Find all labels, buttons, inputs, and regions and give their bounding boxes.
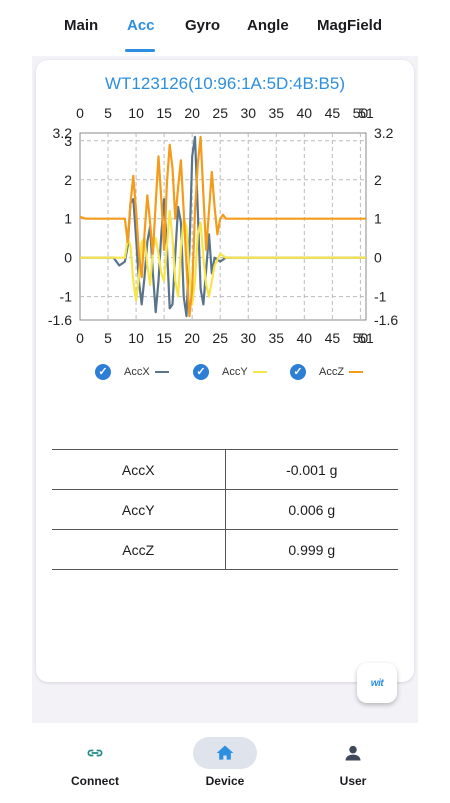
legend-item-accz[interactable]: ✓ AccZ [290,364,364,380]
home-icon [216,745,234,760]
legend-swatch [349,371,364,373]
x-tick-label-top: 40 [297,105,313,121]
y-tick-label-left: 0 [64,250,72,266]
nav-user[interactable]: User [293,723,413,803]
x-tick-label-bottom: 35 [268,330,284,346]
wit-logo-button[interactable]: wit [357,663,397,703]
reading-name: AccX [52,449,226,490]
table-row: AccZ 0.999 g [52,529,398,570]
x-tick-label-top: 50 [353,105,369,121]
y-tick-label-right: 2 [374,172,382,188]
legend-item-accy[interactable]: ✓ AccY [193,364,267,380]
x-tick-label-bottom: 30 [240,330,256,346]
table-row: AccY 0.006 g [52,489,398,530]
tab-angle[interactable]: Angle [247,17,289,34]
checked-icon: ✓ [95,364,111,380]
x-tick-label-top: 5 [104,105,112,121]
x-tick-label-bottom: 20 [184,330,200,346]
y-tick-label-right: -1 [374,289,387,305]
y-tick-label-left: 2 [64,172,72,188]
acc-chart: 0055101015152020252530303535404045455050… [48,105,398,346]
table-row: AccX -0.001 g [52,449,398,490]
nav-label: Connect [71,774,119,788]
reading-value: -0.001 g [225,449,398,490]
reading-name: AccZ [52,529,226,570]
tab-acc[interactable]: Acc [127,17,155,34]
y-tick-label-left: -1 [60,289,73,305]
legend-label: AccZ [319,366,345,378]
legend-swatch [252,371,267,373]
plot-frame [79,132,367,321]
legend-item-accx[interactable]: ✓ AccX [95,364,169,380]
y-tick-label-right: 1 [374,211,382,227]
legend-swatch [154,371,169,373]
series-line-accx [80,135,366,318]
x-tick-label-bottom: 50 [353,330,369,346]
checked-icon: ✓ [290,364,306,380]
nav-label: Device [205,774,245,788]
readings-table: AccX -0.001 g AccY 0.006 g AccZ 0.999 g [52,449,398,570]
y-tick-label-left: 3.2 [53,125,73,141]
active-tab-indicator [125,49,155,52]
link-icon [87,749,103,757]
wit-logo-icon: wit [370,677,384,689]
reading-name: AccY [52,489,226,530]
series-line-accz [79,135,366,318]
nav-device[interactable]: Device [165,723,285,803]
x-tick-label-bottom: 40 [297,330,313,346]
x-tick-label-top: 0 [76,105,84,121]
x-tick-label-bottom: 51 [358,330,374,346]
nav-connect[interactable]: Connect [35,723,155,803]
chart-legend: ✓ AccX ✓ AccY ✓ AccZ [0,360,450,390]
y-tick-label-right: 0 [374,250,382,266]
x-tick-label-top: 15 [156,105,172,121]
tab-magfield[interactable]: MagField [317,17,383,34]
x-tick-label-top: 30 [240,105,256,121]
tab-gyro[interactable]: Gyro [185,17,221,34]
legend-label: AccY [222,366,248,378]
x-tick-label-top: 25 [212,105,228,121]
x-tick-label-bottom: 25 [212,330,228,346]
x-tick-label-bottom: 45 [325,330,341,346]
x-tick-label-top: 45 [325,105,341,121]
tab-main[interactable]: Main [64,17,99,34]
x-tick-label-bottom: 0 [76,330,84,346]
series-line-accy [80,209,366,306]
y-tick-label-left: 1 [64,211,72,227]
legend-label: AccX [124,366,150,378]
y-tick-label-right: -1.6 [374,312,398,328]
bottom-navigation: Connect Device User [0,723,450,803]
top-tab-bar: Main Acc Gyro Angle MagField [0,0,450,56]
x-tick-label-top: 10 [128,105,144,121]
x-tick-label-bottom: 10 [128,330,144,346]
x-tick-label-top: 51 [358,105,374,121]
x-tick-label-top: 20 [184,105,200,121]
user-icon [345,745,361,761]
checked-icon: ✓ [193,364,209,380]
nav-label: User [339,774,367,788]
y-tick-label-left: 3 [64,133,72,149]
y-tick-label-right: 3.2 [374,125,394,141]
reading-value: 0.006 g [225,489,398,530]
device-title: WT123126(10:96:1A:5D:4B:B5) [104,74,346,93]
reading-value: 0.999 g [225,529,398,570]
x-tick-label-bottom: 15 [156,330,172,346]
y-tick-label-left: -1.6 [48,312,72,328]
x-tick-label-top: 35 [268,105,284,121]
x-tick-label-bottom: 5 [104,330,112,346]
